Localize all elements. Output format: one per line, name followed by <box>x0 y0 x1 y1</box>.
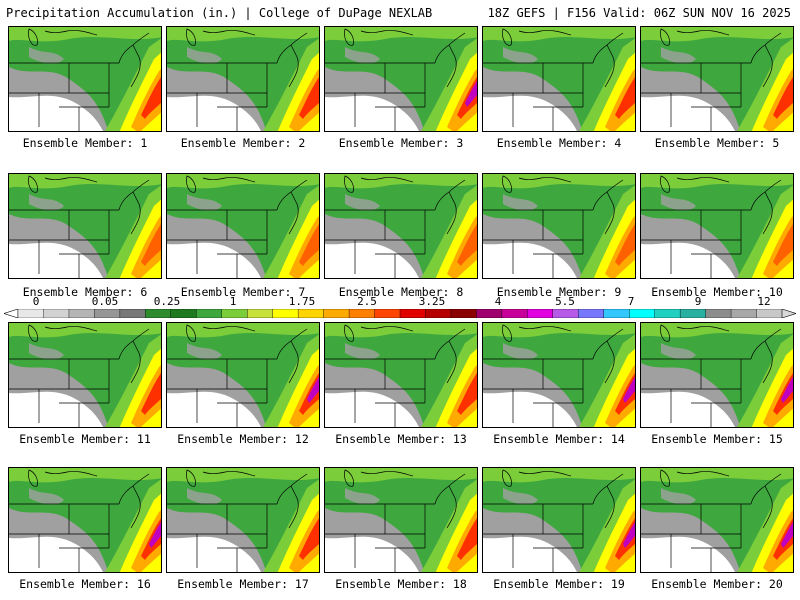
colorbar-swatch <box>272 309 299 318</box>
ensemble-member-label: Ensemble Member: 8 <box>338 285 464 299</box>
ensemble-member-label: Ensemble Member: 15 <box>651 432 783 446</box>
ensemble-member-map <box>640 26 794 132</box>
ensemble-member-map <box>482 322 636 428</box>
ensemble-member-label: Ensemble Member: 7 <box>180 285 306 299</box>
colorbar-tick-label: 0.25 <box>153 295 181 308</box>
colorbar-tick-label: 9 <box>694 295 702 308</box>
ensemble-member-map <box>8 173 162 279</box>
ensemble-member-label: Ensemble Member: 16 <box>19 577 151 591</box>
colorbar-labels: 0 0.05 0.25 1 1.75 2.5 3.25 4 5.5 7 9 12 <box>0 296 800 309</box>
ensemble-member-label: Ensemble Member: 4 <box>496 136 622 150</box>
colorbar-swatch <box>297 309 325 318</box>
colorbar-tick-label: 1 <box>229 295 237 308</box>
colorbar-tick-label: 0 <box>32 295 40 308</box>
colorbar-swatch <box>552 309 579 318</box>
colorbar-swatch <box>756 309 783 318</box>
ensemble-member-label: Ensemble Member: 11 <box>19 432 151 446</box>
colorbar-right-arrow <box>781 309 796 318</box>
ensemble-member-map <box>482 467 636 573</box>
colorbar-left-arrow <box>4 309 19 318</box>
ensemble-member-map <box>324 467 478 573</box>
ensemble-member-map <box>482 26 636 132</box>
colorbar-tick-label: 3.25 <box>418 295 446 308</box>
ensemble-member-map <box>166 173 320 279</box>
colorbar-swatch <box>705 309 732 318</box>
colorbar-tick-label: 12 <box>757 295 771 308</box>
ensemble-member-label: Ensemble Member: 12 <box>177 432 309 446</box>
colorbar-swatch <box>425 309 452 318</box>
colorbar-swatch <box>730 309 758 318</box>
ensemble-member-map <box>166 322 320 428</box>
colorbar-tick-label: 2.5 <box>357 295 377 308</box>
model-run-info: 18Z GEFS | F156 Valid: 06Z SUN NOV 16 20… <box>487 6 791 20</box>
colorbar-tick-label: 0.05 <box>91 295 119 308</box>
ensemble-member-map <box>8 467 162 573</box>
colorbar-swatch <box>196 309 223 318</box>
colorbar-swatch <box>170 309 197 318</box>
ensemble-member-label: Ensemble Member: 3 <box>338 136 464 150</box>
colorbar-swatch <box>348 309 376 318</box>
colorbar-swatch <box>679 309 707 318</box>
colorbar-swatch <box>68 309 96 318</box>
ensemble-member-label: Ensemble Member: 19 <box>493 577 625 591</box>
ensemble-member-map <box>640 322 794 428</box>
colorbar-swatch <box>399 309 427 318</box>
colorbar-swatch <box>374 309 401 318</box>
ensemble-member-map <box>482 173 636 279</box>
colorbar-swatch <box>654 309 681 318</box>
colorbar-swatch <box>119 309 146 318</box>
ensemble-member-label: Ensemble Member: 13 <box>335 432 467 446</box>
ensemble-member-label: Ensemble Member: 5 <box>654 136 780 150</box>
colorbar-swatch <box>476 309 503 318</box>
ensemble-member-map <box>324 26 478 132</box>
ensemble-member-map <box>324 173 478 279</box>
ensemble-member-label: Ensemble Member: 20 <box>651 577 783 591</box>
precipitation-colorbar <box>4 309 796 318</box>
ensemble-member-label: Ensemble Member: 14 <box>493 432 625 446</box>
colorbar-swatch <box>17 309 45 318</box>
colorbar-swatch <box>145 309 172 318</box>
colorbar-swatch <box>323 309 350 318</box>
colorbar-swatch <box>43 309 70 318</box>
ensemble-member-map <box>8 322 162 428</box>
colorbar-swatch <box>629 309 656 318</box>
ensemble-member-label: Ensemble Member: 1 <box>22 136 148 150</box>
colorbar-tick-label: 4 <box>494 295 502 308</box>
colorbar-swatch <box>603 309 630 318</box>
ensemble-member-label: Ensemble Member: 2 <box>180 136 306 150</box>
ensemble-member-map <box>166 467 320 573</box>
ensemble-member-map <box>640 173 794 279</box>
colorbar-swatch <box>450 309 477 318</box>
colorbar-tick-label: 7 <box>627 295 635 308</box>
colorbar-swatch <box>527 309 554 318</box>
colorbar-swatch <box>246 309 274 318</box>
ensemble-member-map <box>166 26 320 132</box>
ensemble-member-label: Ensemble Member: 6 <box>22 285 148 299</box>
ensemble-member-label: Ensemble Member: 9 <box>496 285 622 299</box>
ensemble-member-map <box>640 467 794 573</box>
ensemble-member-label: Ensemble Member: 17 <box>177 577 309 591</box>
colorbar-swatch <box>578 309 605 318</box>
colorbar-swatch <box>94 309 121 318</box>
ensemble-member-label: Ensemble Member: 10 <box>651 285 783 299</box>
colorbar-tick-label: 1.75 <box>288 295 316 308</box>
ensemble-member-map <box>8 26 162 132</box>
ensemble-member-label: Ensemble Member: 18 <box>335 577 467 591</box>
ensemble-member-map <box>324 322 478 428</box>
colorbar-tick-label: 5.5 <box>555 295 575 308</box>
colorbar-swatch <box>501 309 528 318</box>
colorbar-swatch <box>221 309 248 318</box>
chart-title: Precipitation Accumulation (in.) | Colle… <box>6 6 433 20</box>
